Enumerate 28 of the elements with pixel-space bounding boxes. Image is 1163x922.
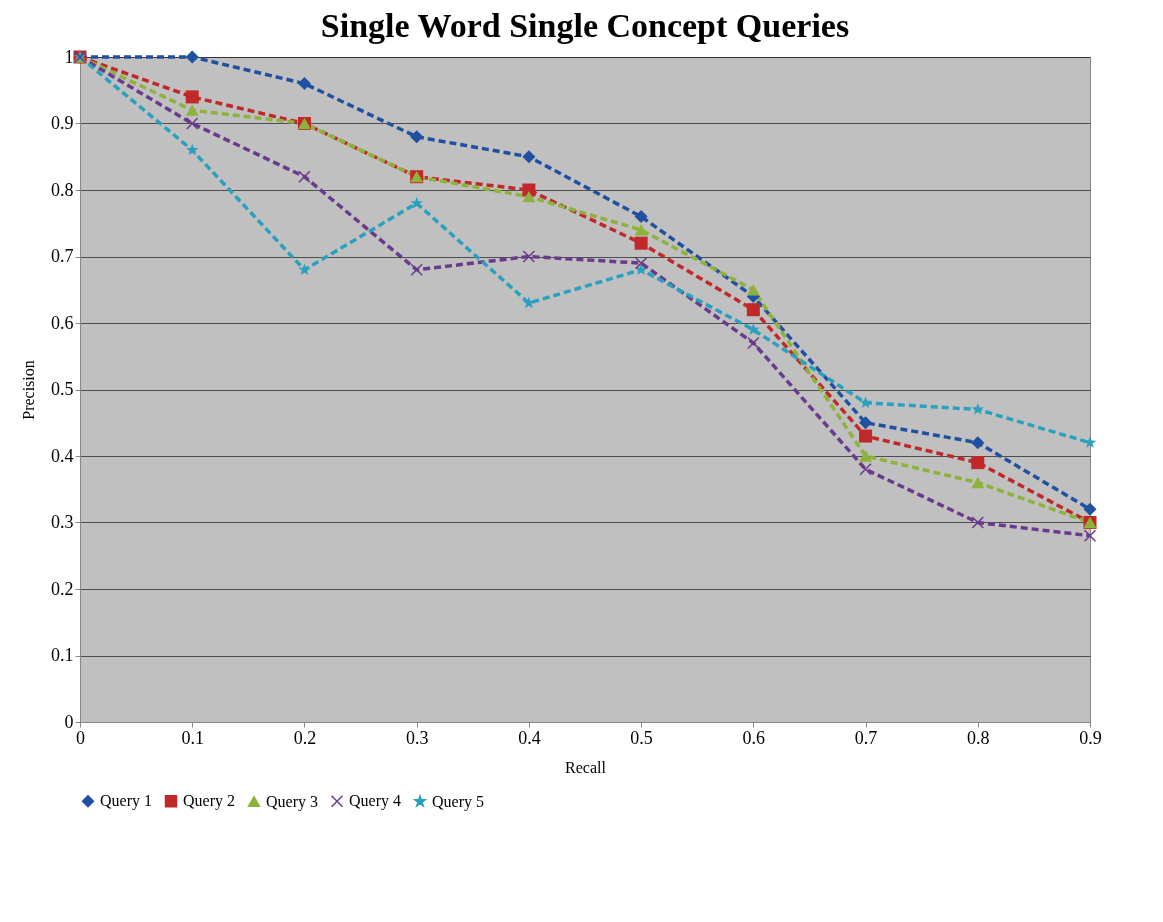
y-tick-label: 0.5	[51, 379, 74, 399]
y-tick-label: 1	[64, 46, 74, 67]
x-tick-label: 0.5	[630, 727, 653, 748]
x-tick-label: 0.6	[742, 727, 766, 748]
x-tick-label: 0.7	[854, 727, 878, 748]
chart-title: Single Word Single Concept Queries	[320, 7, 850, 44]
x-tick-label: 0.2	[293, 727, 317, 748]
y-tick-label: 0.7	[51, 246, 74, 266]
y-tick-label: 0.1	[51, 645, 74, 665]
y-tick-label: 0.3	[51, 512, 74, 532]
x-tick-label: 0.3	[405, 727, 429, 748]
x-tick-label: 0.4	[518, 727, 541, 748]
x-tick-label: 0.8	[967, 727, 990, 748]
y-tick-label: 0.6	[51, 312, 74, 333]
legend-label: Query 2	[183, 792, 235, 811]
y-tick-label: 0	[64, 711, 74, 732]
legend-label: Query 1	[100, 792, 152, 811]
y-tick-label: 0.8	[51, 179, 74, 200]
legend-label: Query 4	[349, 792, 401, 811]
y-tick-label: 0.2	[51, 578, 74, 599]
y-tick-label: 0.4	[51, 445, 74, 466]
x-tick-label: 0.9	[1079, 727, 1102, 748]
x-axis-title: Recall	[565, 758, 607, 776]
legend-label: Query 5	[432, 792, 484, 811]
legend-label: Query 3	[266, 792, 318, 811]
y-tick-label: 0.9	[51, 113, 74, 133]
x-tick-label: 0.1	[181, 727, 204, 748]
y-axis-title: Precision	[20, 360, 37, 420]
